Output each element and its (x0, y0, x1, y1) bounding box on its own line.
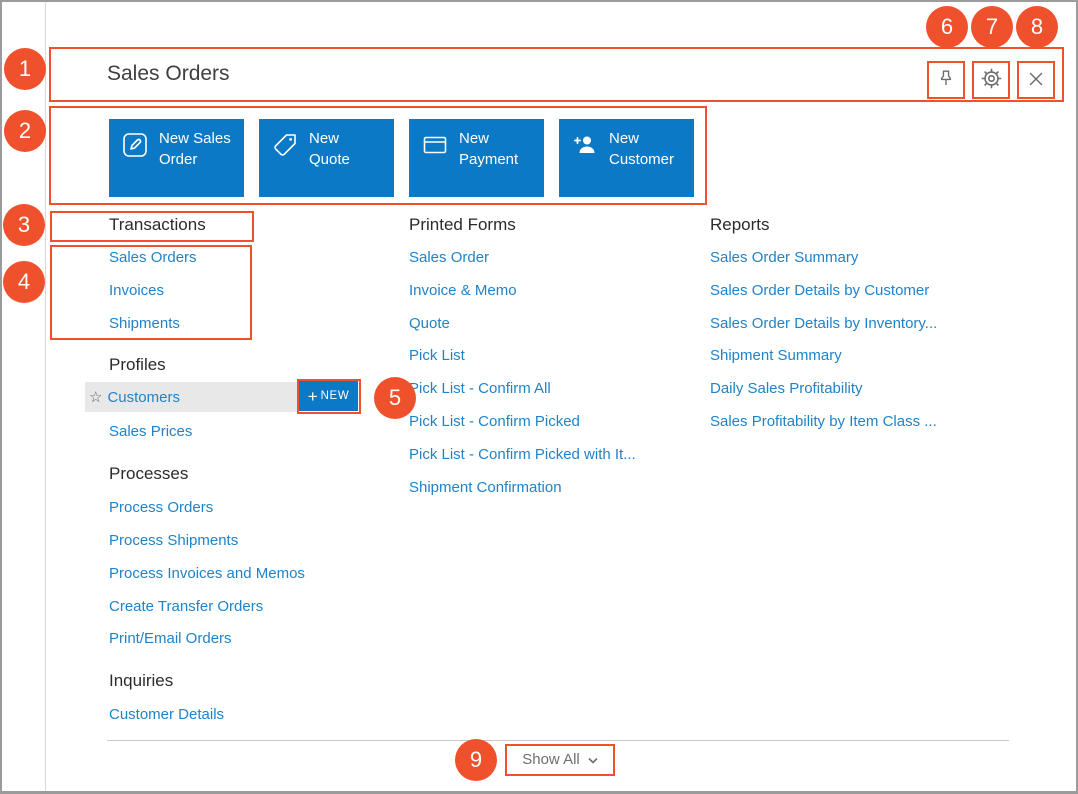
callout-8: 8 (1016, 6, 1058, 48)
link-sales-order-details-by-customer[interactable]: Sales Order Details by Customer (710, 282, 930, 299)
link-shipment-confirmation[interactable]: Shipment Confirmation (409, 479, 562, 496)
callout-6: 6 (926, 6, 968, 48)
tile-label: New Sales Order (159, 130, 231, 168)
callout-3: 3 (3, 204, 45, 246)
link-sales-order-details-by-inventory[interactable]: Sales Order Details by Inventory... (710, 315, 938, 332)
section-title-profiles: Profiles (109, 355, 166, 374)
link-process-shipments[interactable]: Process Shipments (109, 532, 239, 549)
link-printed-sales-order[interactable]: Sales Order (409, 249, 490, 266)
new-button-label: NEW (320, 390, 350, 402)
link-daily-sales-profitability[interactable]: Daily Sales Profitability (710, 380, 863, 397)
pin-icon (935, 68, 957, 93)
credit-card-icon (422, 132, 448, 158)
panel-left-border (45, 2, 46, 791)
link-pick-list-confirm-all[interactable]: Pick List - Confirm All (409, 380, 551, 397)
link-customers[interactable]: Customers (107, 388, 180, 406)
link-invoice-and-memo[interactable]: Invoice & Memo (409, 282, 517, 299)
new-customer-record-button[interactable]: + NEW (299, 381, 358, 411)
chevron-down-icon (588, 751, 598, 768)
callout-2: 2 (4, 110, 46, 152)
add-person-icon (572, 132, 598, 158)
link-shipments[interactable]: Shipments (109, 315, 180, 332)
link-create-transfer-orders[interactable]: Create Transfer Orders (109, 598, 264, 615)
new-customer-tile[interactable]: New Customer (559, 119, 694, 197)
new-payment-tile[interactable]: New Payment (409, 119, 544, 197)
close-icon (1026, 69, 1046, 92)
callout-7: 7 (971, 6, 1013, 48)
link-quote[interactable]: Quote (409, 315, 450, 332)
show-all-label: Show All (522, 751, 580, 768)
link-shipment-summary[interactable]: Shipment Summary (710, 347, 842, 364)
tile-label: New Quote (309, 130, 350, 168)
new-sales-order-tile[interactable]: New Sales Order (109, 119, 244, 197)
section-title-transactions: Transactions (109, 215, 206, 234)
link-process-orders[interactable]: Process Orders (109, 499, 214, 516)
link-print-email-orders[interactable]: Print/Email Orders (109, 630, 232, 647)
close-button[interactable] (1019, 63, 1053, 97)
link-sales-profitability-by-item-class[interactable]: Sales Profitability by Item Class ... (710, 413, 937, 430)
link-pick-list-confirm-picked-with-items[interactable]: Pick List - Confirm Picked with It... (409, 446, 636, 463)
footer-divider (107, 740, 1009, 741)
edit-icon (122, 132, 148, 158)
section-title-printed-forms: Printed Forms (409, 215, 516, 234)
page-title: Sales Orders (107, 62, 230, 85)
header-divider (107, 100, 1009, 101)
show-all-dropdown[interactable]: Show All (507, 745, 613, 774)
customers-row[interactable]: ☆ Customers (85, 382, 297, 412)
link-sales-order-summary[interactable]: Sales Order Summary (710, 249, 859, 266)
tag-icon (272, 132, 298, 158)
plus-icon: + (307, 386, 318, 406)
pin-button[interactable] (929, 63, 963, 97)
section-title-reports: Reports (710, 215, 770, 234)
link-process-invoices-and-memos[interactable]: Process Invoices and Memos (109, 565, 305, 582)
new-quote-tile[interactable]: New Quote (259, 119, 394, 197)
link-invoices[interactable]: Invoices (109, 282, 165, 299)
link-sales-prices[interactable]: Sales Prices (109, 423, 193, 440)
callout-9: 9 (455, 739, 497, 781)
link-pick-list-confirm-picked[interactable]: Pick List - Confirm Picked (409, 413, 580, 430)
gear-button[interactable] (974, 63, 1008, 97)
section-title-processes: Processes (109, 464, 189, 483)
section-title-inquiries: Inquiries (109, 671, 174, 690)
callout-1: 1 (4, 48, 46, 90)
gear-icon (979, 66, 1004, 94)
tile-label: New Customer (609, 130, 675, 168)
tile-label: New Payment (459, 130, 519, 168)
link-customer-details[interactable]: Customer Details (109, 706, 225, 723)
link-sales-orders[interactable]: Sales Orders (109, 249, 197, 266)
favorite-star-icon[interactable]: ☆ (89, 388, 103, 406)
callout-4: 4 (3, 261, 45, 303)
link-pick-list[interactable]: Pick List (409, 347, 465, 364)
